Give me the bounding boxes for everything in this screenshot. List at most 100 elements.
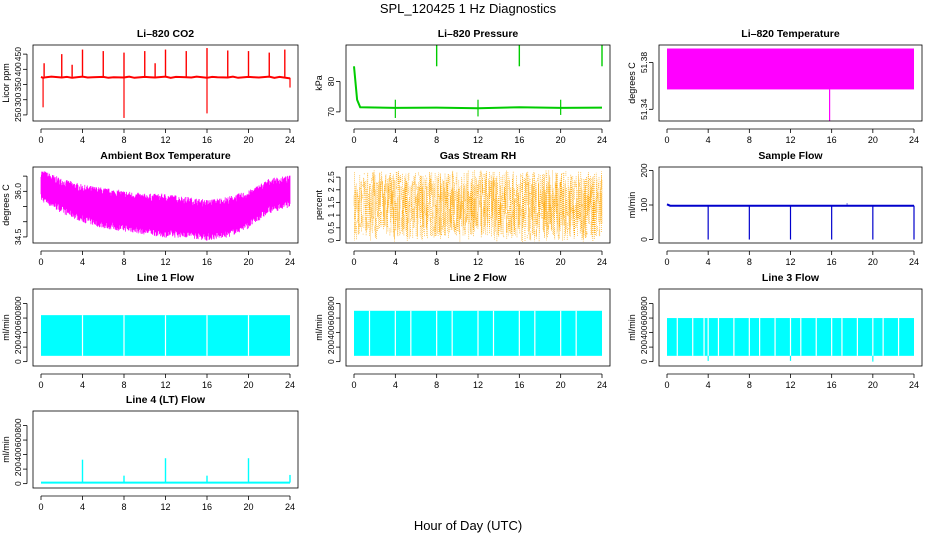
y-tick-label: 800 (13, 296, 23, 310)
x-axis: 0 4 8 12 16 20 24 (38, 250, 295, 267)
x-tick-label: 12 (160, 380, 170, 390)
x-tick-label: 4 (706, 135, 711, 145)
plot-frame (658, 44, 923, 122)
x-tick-label: 8 (747, 135, 752, 145)
y-tick-label: 800 (13, 418, 23, 432)
x-tick-label: 20 (556, 380, 566, 390)
x-tick-label: 24 (285, 380, 295, 390)
y-axis-label: ml/min (314, 314, 324, 341)
x-tick-label: 16 (827, 257, 837, 267)
y-tick-label: 400 (639, 325, 649, 339)
x-axis: 0 4 8 12 16 20 24 (38, 128, 295, 145)
x-tick-label: 0 (351, 257, 356, 267)
y-tick-label: 250 (13, 108, 23, 122)
y-tick-label: 1.5 (326, 196, 336, 208)
panel-title: Li–820 Temperature (741, 28, 840, 40)
y-axis-label: Licor ppm (1, 63, 11, 103)
y-axis: 34.5 36.0 (13, 175, 28, 245)
plot-frame (32, 44, 299, 122)
y-tick-label: 80 (326, 76, 336, 86)
x-tick-label: 12 (473, 380, 483, 390)
x-axis: 0 4 8 12 16 20 24 (351, 250, 607, 267)
x-tick-label: 20 (243, 135, 253, 145)
panel-5: Gas Stream RH percent 0 4 8 12 16 20 24 0 0.5 1 1.5 2… (314, 150, 611, 267)
x-tick-label: 8 (747, 257, 752, 267)
data-marks (41, 458, 291, 484)
x-tick-label: 0 (664, 135, 669, 145)
x-tick-label: 8 (747, 380, 752, 390)
data-marks (353, 169, 603, 242)
panel-8: Line 2 Flow ml/min 0 4 8 12 16 20 24 0 20040060080… (314, 272, 611, 390)
x-tick-label: 8 (434, 257, 439, 267)
x-tick-label: 20 (556, 135, 566, 145)
x-tick-label: 16 (514, 135, 524, 145)
x-tick-label: 4 (80, 502, 85, 512)
y-axis-label: degrees C (627, 62, 637, 104)
x-tick-label: 0 (38, 257, 43, 267)
x-tick-label: 0 (664, 380, 669, 390)
x-axis: 0 4 8 12 16 20 24 (664, 128, 919, 145)
x-tick-label: 24 (909, 257, 919, 267)
x-tick-label: 16 (202, 380, 212, 390)
y-tick-label: 36.0 (13, 183, 23, 200)
panel-3: Li–820 Temperature degrees C 0 4 8 12 16 20 24 51… (627, 28, 923, 145)
y-tick-label: 200 (639, 163, 649, 177)
panel-4: Ambient Box Temperature degrees C 0 4 8 12 16 2… (1, 150, 299, 267)
y-tick-label: 450 (13, 47, 23, 61)
y-axis-label: ml/min (1, 314, 11, 341)
x-axis: 0 4 8 12 16 20 24 (38, 495, 295, 512)
panel-2: Li–820 Pressure kPa 0 4 8 12 16 20 24 70 80 (314, 28, 611, 145)
x-tick-label: 12 (785, 135, 795, 145)
x-tick-label: 0 (38, 135, 43, 145)
x-tick-label: 20 (243, 257, 253, 267)
panel-title: Gas Stream RH (440, 150, 516, 162)
x-tick-label: 16 (514, 257, 524, 267)
x-tick-label: 4 (706, 380, 711, 390)
figure-x-axis-label: Hour of Day (UTC) (413, 518, 523, 533)
y-tick-label: 600 (13, 311, 23, 325)
x-tick-label: 20 (868, 380, 878, 390)
data-marks (41, 315, 290, 356)
x-tick-label: 4 (393, 257, 398, 267)
x-tick-label: 0 (38, 502, 43, 512)
panel-title: Line 4 (LT) Flow (126, 394, 206, 406)
panel-9: Line 3 Flow ml/min 0 4 8 12 16 20 24 0 20040060080… (627, 272, 923, 390)
y-axis: 51.34 51.38 (639, 52, 654, 120)
rh-band (353, 169, 603, 242)
panel-title: Line 2 Flow (449, 272, 507, 284)
x-tick-label: 16 (827, 135, 837, 145)
x-tick-label: 0 (664, 257, 669, 267)
panel-title: Ambient Box Temperature (100, 150, 231, 162)
panel-title: Li–820 CO2 (137, 28, 194, 40)
y-tick-label: 1 (326, 213, 336, 218)
x-tick-label: 16 (514, 380, 524, 390)
x-tick-label: 8 (121, 257, 126, 267)
x-tick-label: 16 (202, 135, 212, 145)
y-tick-label: 51.34 (639, 98, 649, 120)
y-tick-label: 200 (639, 340, 649, 354)
y-tick-label: 0.5 (326, 222, 336, 234)
y-axis-label: percent (314, 189, 324, 220)
data-marks (353, 45, 603, 118)
y-tick-label: 0 (639, 359, 649, 364)
x-tick-label: 20 (556, 257, 566, 267)
x-tick-label: 24 (285, 257, 295, 267)
y-axis-label: ml/min (627, 192, 637, 219)
panel-title: Sample Flow (758, 150, 823, 162)
data-marks (40, 48, 291, 118)
plot-frame (32, 288, 299, 367)
x-tick-label: 12 (473, 135, 483, 145)
x-tick-label: 16 (827, 380, 837, 390)
y-tick-label: 800 (639, 296, 649, 310)
y-axis-label: kPa (314, 75, 324, 91)
y-tick-label: 200 (13, 340, 23, 354)
x-tick-label: 0 (38, 380, 43, 390)
y-axis: 70 80 (326, 76, 341, 117)
y-tick-label: 600 (13, 433, 23, 447)
x-tick-label: 20 (868, 257, 878, 267)
x-tick-label: 0 (351, 380, 356, 390)
